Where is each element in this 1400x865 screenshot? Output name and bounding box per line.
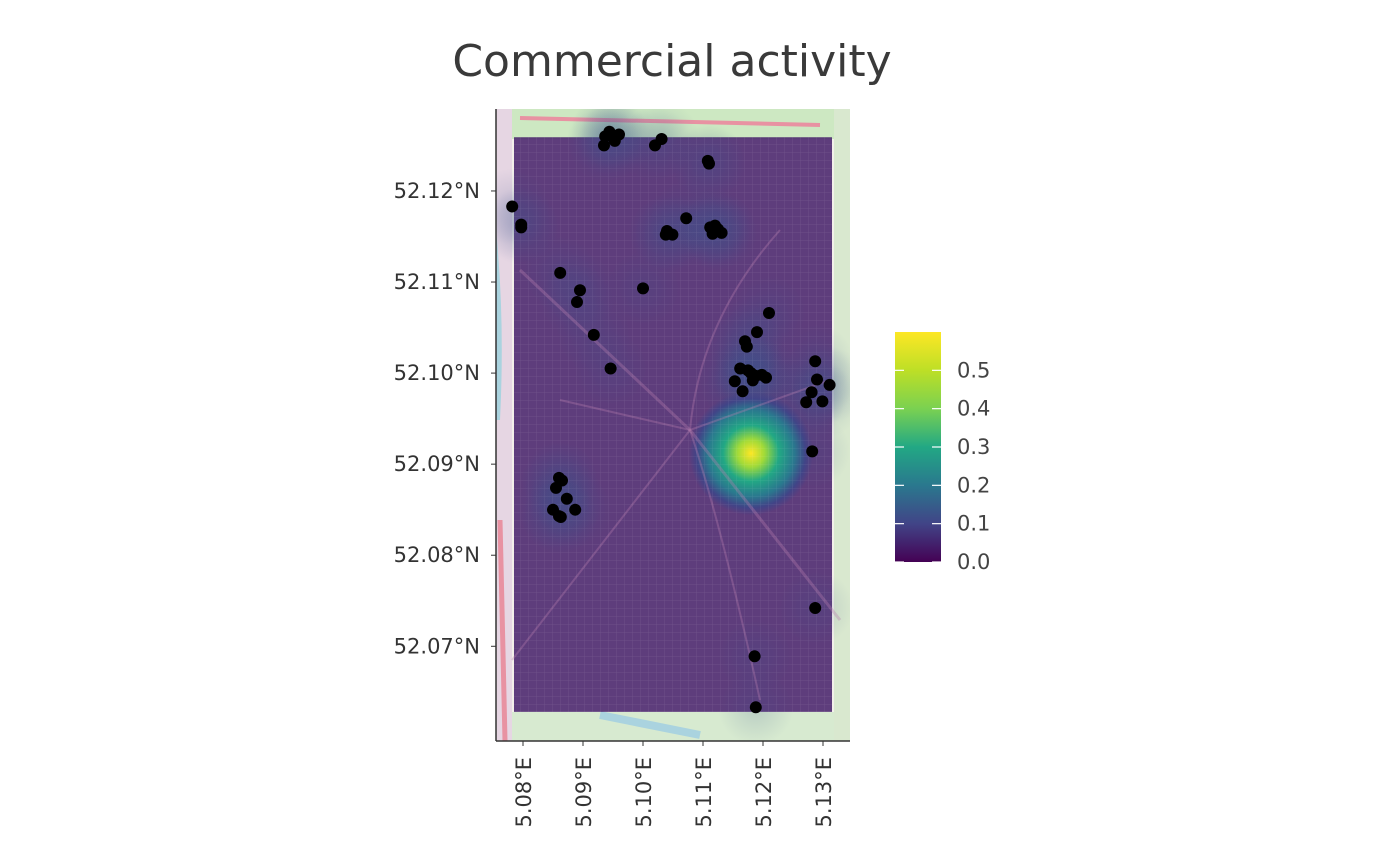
data-point bbox=[806, 445, 819, 458]
data-point bbox=[680, 212, 693, 225]
data-point bbox=[823, 378, 836, 391]
data-point bbox=[763, 306, 775, 319]
x-tick-label: 5.11°E bbox=[692, 757, 716, 828]
data-point bbox=[598, 139, 610, 152]
data-point bbox=[506, 200, 519, 213]
data-point bbox=[556, 474, 568, 487]
y-tick-label: 52.09°N bbox=[394, 452, 480, 476]
colorbar-ticks: 0.0 0.1 0.2 0.3 0.4 0.5 bbox=[895, 358, 990, 574]
data-point bbox=[749, 701, 762, 714]
legend-tick-label: 0.2 bbox=[957, 473, 990, 497]
data-point bbox=[811, 373, 823, 386]
data-point bbox=[554, 266, 567, 279]
data-point bbox=[574, 284, 586, 297]
data-point bbox=[745, 367, 757, 380]
y-tick-label: 52.07°N bbox=[394, 634, 480, 658]
data-point bbox=[706, 227, 719, 240]
x-axis-ticks: 5.08°E 5.09°E 5.10°E 5.11°E 5.12°E 5.13°E bbox=[512, 741, 836, 828]
y-tick-label: 52.10°N bbox=[394, 361, 480, 385]
y-tick-label: 52.11°N bbox=[394, 270, 480, 294]
data-point bbox=[715, 226, 728, 239]
data-point bbox=[760, 371, 772, 384]
raster-grid bbox=[514, 137, 832, 712]
data-point bbox=[736, 385, 749, 398]
data-point bbox=[637, 282, 649, 295]
legend-tick-label: 0.3 bbox=[957, 435, 990, 459]
legend-tick-label: 0.1 bbox=[957, 512, 990, 536]
data-point bbox=[751, 326, 763, 339]
data-point bbox=[560, 492, 573, 505]
colorbar-legend: 0.0 0.1 0.2 0.3 0.4 0.5 bbox=[895, 332, 990, 574]
legend-tick-label: 0.0 bbox=[957, 550, 990, 574]
chart-title: Commercial activity bbox=[452, 36, 891, 87]
data-point bbox=[800, 396, 813, 409]
data-point bbox=[604, 362, 617, 375]
data-point bbox=[613, 128, 625, 141]
x-tick-label: 5.08°E bbox=[512, 757, 536, 828]
data-point bbox=[805, 386, 818, 399]
data-point bbox=[571, 296, 583, 309]
data-point bbox=[740, 340, 753, 353]
legend-tick-label: 0.4 bbox=[957, 397, 990, 421]
data-point bbox=[809, 602, 822, 615]
x-tick-label: 5.13°E bbox=[812, 757, 836, 828]
density-raster bbox=[496, 109, 850, 741]
x-tick-label: 5.10°E bbox=[632, 757, 656, 828]
data-point bbox=[809, 355, 822, 368]
data-point bbox=[553, 510, 565, 523]
data-point bbox=[703, 157, 715, 170]
legend-tick-label: 0.5 bbox=[957, 358, 990, 382]
data-point bbox=[603, 125, 616, 138]
y-axis-ticks: 52.07°N 52.08°N 52.09°N 52.10°N 52.11°N 52.12… bbox=[394, 179, 496, 658]
x-tick-label: 5.12°E bbox=[752, 757, 776, 828]
data-point bbox=[816, 395, 829, 408]
x-tick-label: 5.09°E bbox=[572, 757, 596, 828]
data-point bbox=[728, 375, 741, 388]
data-point bbox=[587, 328, 600, 341]
data-point bbox=[655, 133, 668, 146]
y-tick-label: 52.08°N bbox=[394, 543, 480, 567]
data-point bbox=[659, 228, 672, 241]
points-layer bbox=[506, 125, 836, 714]
y-tick-label: 52.12°N bbox=[394, 179, 480, 203]
data-point bbox=[515, 221, 528, 234]
data-point bbox=[748, 650, 761, 663]
data-point bbox=[569, 503, 582, 516]
